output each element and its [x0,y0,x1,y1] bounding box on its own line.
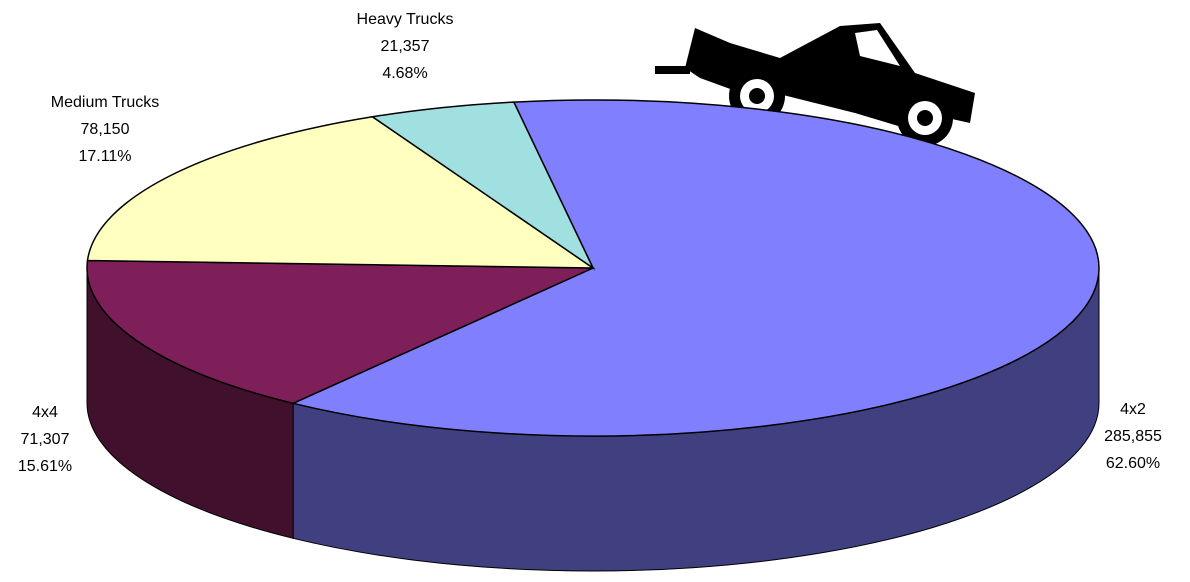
percent-label: 17.11% [78,148,131,165]
value-label: 285,855 [1104,428,1162,445]
truck-icon [655,23,975,146]
pie-slice [86,116,596,269]
pie-slice [86,259,594,405]
percent-label: 15.61% [18,458,72,475]
pie-slice [370,101,595,271]
slice-label: 4x2 [1120,401,1146,418]
value-label: 71,307 [21,431,70,448]
value-label: 21,357 [381,38,430,55]
slice-label: Heavy Trucks [357,11,454,28]
value-label: 78,150 [81,121,130,138]
slice-label: Medium Trucks [51,94,159,111]
pie-slice [290,99,1100,437]
percent-label: 62.60% [1106,455,1160,472]
slice-label: 4x4 [32,404,58,421]
percent-label: 4.68% [382,65,427,82]
